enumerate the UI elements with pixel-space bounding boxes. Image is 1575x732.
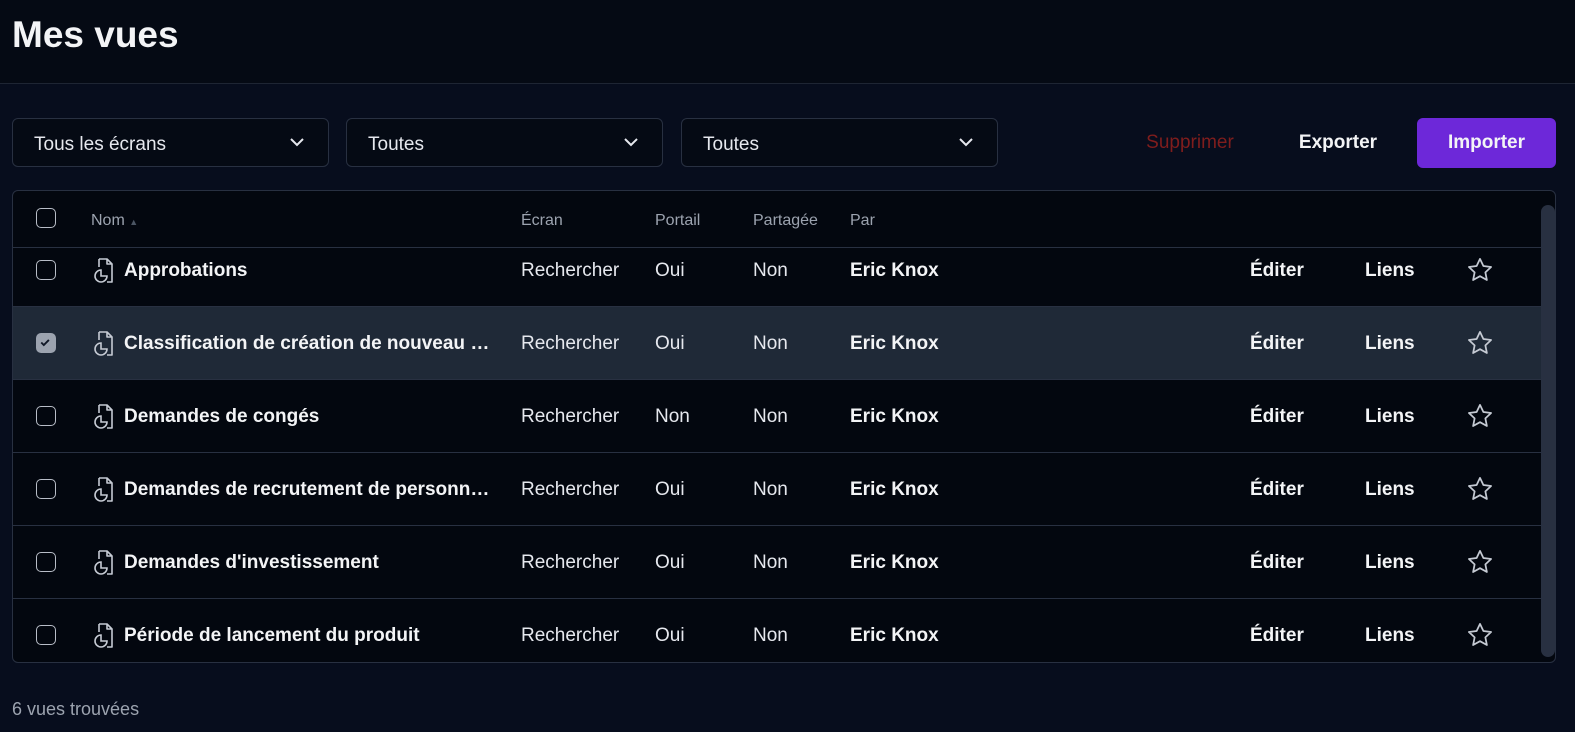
sort-ascending-icon: ▲ bbox=[129, 217, 139, 227]
view-portal: Oui bbox=[655, 260, 685, 281]
edit-link[interactable]: Éditer bbox=[1250, 552, 1304, 573]
shared-filter-select[interactable]: Toutes bbox=[681, 118, 998, 167]
export-button[interactable]: Exporter bbox=[1298, 132, 1378, 153]
view-owner: Eric Knox bbox=[850, 333, 939, 354]
table-row[interactable]: Période de lancement du produit Recherch… bbox=[13, 599, 1541, 662]
view-name[interactable]: Classification de création de nouveau p.… bbox=[124, 333, 494, 354]
row-checkbox[interactable] bbox=[36, 260, 56, 280]
view-screen: Rechercher bbox=[521, 406, 620, 427]
view-portal: Oui bbox=[655, 625, 685, 646]
scrollbar[interactable] bbox=[1541, 205, 1555, 657]
table-row[interactable]: Demandes de recrutement de personne... R… bbox=[13, 453, 1541, 526]
column-screen[interactable]: Écran bbox=[521, 212, 563, 229]
view-shared: Non bbox=[753, 333, 788, 354]
links-link[interactable]: Liens bbox=[1365, 625, 1415, 646]
chevron-down-icon bbox=[290, 138, 304, 147]
view-name[interactable]: Demandes de congés bbox=[124, 406, 320, 427]
table-body: Approbations Rechercher Oui Non Eric Kno… bbox=[13, 248, 1541, 662]
view-file-icon bbox=[94, 258, 113, 283]
favorite-star-icon[interactable] bbox=[1466, 402, 1494, 430]
view-name[interactable]: Approbations bbox=[124, 260, 248, 281]
view-file-icon bbox=[94, 404, 113, 429]
view-owner: Eric Knox bbox=[850, 406, 939, 427]
edit-link[interactable]: Éditer bbox=[1250, 333, 1304, 354]
view-file-icon bbox=[94, 550, 113, 575]
favorite-star-icon[interactable] bbox=[1466, 329, 1494, 357]
links-link[interactable]: Liens bbox=[1365, 333, 1415, 354]
table-row[interactable]: Approbations Rechercher Oui Non Eric Kno… bbox=[13, 248, 1541, 307]
row-checkbox[interactable] bbox=[36, 406, 56, 426]
column-portal[interactable]: Portail bbox=[655, 212, 701, 229]
delete-button[interactable]: Supprimer bbox=[1146, 132, 1234, 153]
view-owner: Eric Knox bbox=[850, 625, 939, 646]
views-table: Nom ▲ Écran Portail Partagée Par Approba… bbox=[12, 190, 1556, 663]
links-link[interactable]: Liens bbox=[1365, 552, 1415, 573]
edit-link[interactable]: Éditer bbox=[1250, 260, 1304, 281]
column-name-label: Nom bbox=[91, 212, 125, 229]
screen-filter-select[interactable]: Tous les écrans bbox=[12, 118, 329, 167]
results-count: 6 vues trouvées bbox=[12, 699, 140, 719]
view-portal: Non bbox=[655, 406, 690, 427]
view-screen: Rechercher bbox=[521, 552, 620, 573]
view-portal: Oui bbox=[655, 333, 685, 354]
table-header: Nom ▲ Écran Portail Partagée Par bbox=[13, 191, 1541, 248]
favorite-star-icon[interactable] bbox=[1466, 256, 1494, 284]
view-owner: Eric Knox bbox=[850, 552, 939, 573]
favorite-star-icon[interactable] bbox=[1466, 621, 1494, 649]
edit-link[interactable]: Éditer bbox=[1250, 406, 1304, 427]
shared-filter-value: Toutes bbox=[703, 134, 759, 155]
view-shared: Non bbox=[753, 625, 788, 646]
row-checkbox[interactable] bbox=[36, 333, 56, 353]
view-name[interactable]: Demandes d'investissement bbox=[124, 552, 379, 573]
view-shared: Non bbox=[753, 552, 788, 573]
column-shared[interactable]: Partagée bbox=[753, 212, 818, 229]
links-link[interactable]: Liens bbox=[1365, 260, 1415, 281]
favorite-star-icon[interactable] bbox=[1466, 475, 1494, 503]
view-owner: Eric Knox bbox=[850, 260, 939, 281]
view-screen: Rechercher bbox=[521, 260, 620, 281]
page-title: Mes vues bbox=[12, 14, 179, 55]
select-all-checkbox[interactable] bbox=[36, 208, 56, 228]
check-icon bbox=[40, 339, 50, 347]
column-by[interactable]: Par bbox=[850, 212, 875, 229]
row-checkbox[interactable] bbox=[36, 479, 56, 499]
view-owner: Eric Knox bbox=[850, 479, 939, 500]
view-portal: Oui bbox=[655, 479, 685, 500]
view-file-icon bbox=[94, 623, 113, 648]
view-screen: Rechercher bbox=[521, 625, 620, 646]
page-header: Mes vues bbox=[0, 0, 1575, 84]
view-file-icon bbox=[94, 477, 113, 502]
view-name[interactable]: Période de lancement du produit bbox=[124, 625, 420, 646]
portal-filter-select[interactable]: Toutes bbox=[346, 118, 663, 167]
screen-filter-value: Tous les écrans bbox=[34, 134, 167, 155]
column-name[interactable]: Nom ▲ bbox=[91, 212, 138, 230]
table-row[interactable]: Classification de création de nouveau p.… bbox=[13, 307, 1541, 380]
view-shared: Non bbox=[753, 406, 788, 427]
chevron-down-icon bbox=[624, 138, 638, 147]
view-shared: Non bbox=[753, 479, 788, 500]
edit-link[interactable]: Éditer bbox=[1250, 479, 1304, 500]
favorite-star-icon[interactable] bbox=[1466, 548, 1494, 576]
chevron-down-icon bbox=[959, 138, 973, 147]
view-name[interactable]: Demandes de recrutement de personne... bbox=[124, 479, 494, 500]
edit-link[interactable]: Éditer bbox=[1250, 625, 1304, 646]
row-checkbox[interactable] bbox=[36, 552, 56, 572]
links-link[interactable]: Liens bbox=[1365, 479, 1415, 500]
portal-filter-value: Toutes bbox=[368, 134, 424, 155]
import-button[interactable]: Importer bbox=[1417, 118, 1556, 168]
view-file-icon bbox=[94, 331, 113, 356]
table-row[interactable]: Demandes de congés Rechercher Non Non Er… bbox=[13, 380, 1541, 453]
view-shared: Non bbox=[753, 260, 788, 281]
view-screen: Rechercher bbox=[521, 479, 620, 500]
view-portal: Oui bbox=[655, 552, 685, 573]
view-screen: Rechercher bbox=[521, 333, 620, 354]
links-link[interactable]: Liens bbox=[1365, 406, 1415, 427]
table-row[interactable]: Demandes d'investissement Rechercher Oui… bbox=[13, 526, 1541, 599]
row-checkbox[interactable] bbox=[36, 625, 56, 645]
